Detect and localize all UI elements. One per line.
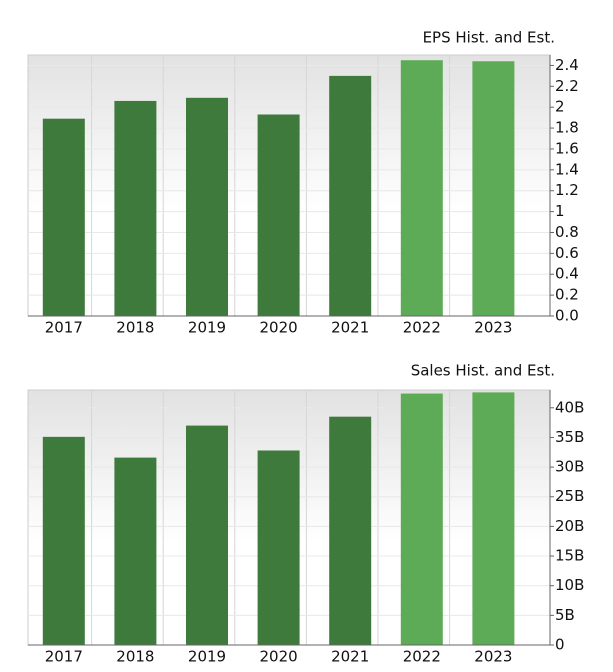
- bar: [257, 450, 300, 645]
- bar: [42, 436, 85, 645]
- x-tick-label: 2017: [45, 648, 83, 666]
- y-tick-label: 10B: [555, 576, 584, 594]
- y-tick-label: 35B: [555, 428, 584, 446]
- y-tick-label: 5B: [555, 606, 575, 624]
- x-tick-label: 2022: [403, 648, 441, 666]
- y-tick-label: 1.4: [555, 160, 579, 178]
- y-tick-label: 20B: [555, 517, 584, 535]
- x-tick-label: 2019: [188, 319, 226, 337]
- bar: [257, 114, 300, 317]
- y-tick-label: 40B: [555, 398, 584, 416]
- x-tick-label: 2018: [116, 648, 154, 666]
- chart-title: Sales Hist. and Est.: [411, 362, 555, 380]
- bar: [329, 75, 372, 316]
- y-tick-label: 0: [555, 636, 565, 654]
- y-tick-label: 0.8: [555, 223, 579, 241]
- bar: [186, 97, 228, 316]
- bar: [329, 416, 372, 645]
- chart-title: EPS Hist. and Est.: [423, 29, 555, 47]
- y-tick-label: 2: [555, 98, 565, 116]
- y-tick-label: 0.2: [555, 286, 579, 304]
- x-tick-label: 2023: [474, 319, 512, 337]
- y-tick-label: 25B: [555, 487, 584, 505]
- y-tick-label: 15B: [555, 547, 584, 565]
- bar: [42, 118, 85, 317]
- bar: [400, 60, 443, 316]
- bar: [114, 100, 157, 316]
- bar: [472, 61, 515, 316]
- x-tick-label: 2019: [188, 648, 226, 666]
- y-tick-label: 1.2: [555, 181, 579, 199]
- y-tick-label: 2.2: [555, 77, 579, 95]
- x-tick-label: 2018: [116, 319, 154, 337]
- y-tick-label: 2.4: [555, 56, 579, 74]
- y-tick-label: 0.6: [555, 244, 579, 262]
- x-tick-label: 2022: [403, 319, 441, 337]
- x-tick-label: 2021: [331, 319, 369, 337]
- x-tick-label: 2020: [260, 648, 298, 666]
- bar: [400, 393, 443, 645]
- x-tick-label: 2021: [331, 648, 369, 666]
- x-tick-label: 2020: [260, 319, 298, 337]
- bar: [186, 425, 228, 645]
- y-tick-label: 0.4: [555, 265, 579, 283]
- y-tick-label: 0.0: [555, 307, 579, 325]
- y-tick-label: 30B: [555, 458, 584, 476]
- bar: [114, 457, 157, 645]
- x-tick-label: 2017: [45, 319, 83, 337]
- x-tick-label: 2023: [474, 648, 512, 666]
- y-tick-label: 1.6: [555, 139, 579, 157]
- y-tick-label: 1.8: [555, 119, 579, 137]
- bar: [472, 392, 515, 645]
- y-tick-label: 1: [555, 202, 565, 220]
